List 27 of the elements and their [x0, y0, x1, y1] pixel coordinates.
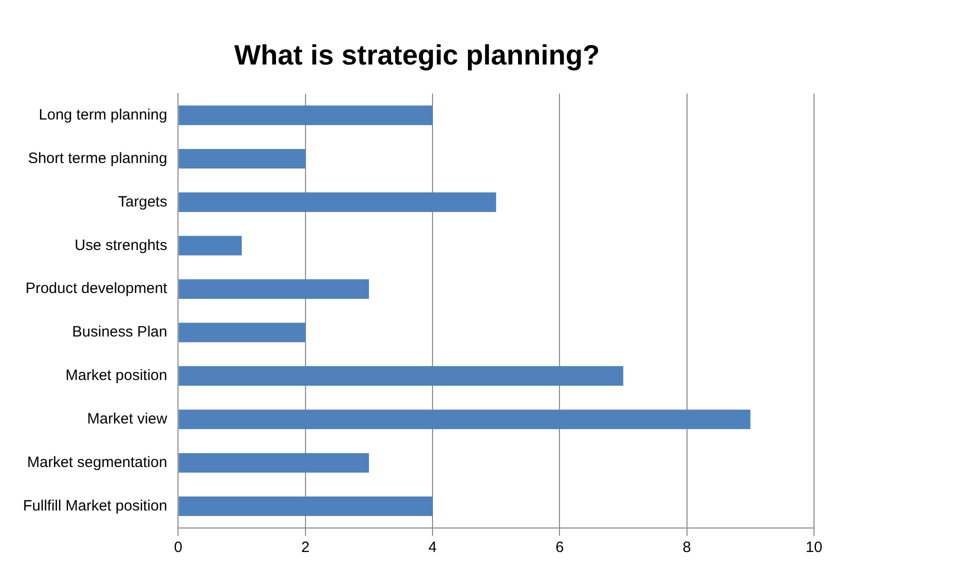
y-tick-label: Business Plan: [72, 324, 168, 341]
chart-title: What is strategic planning?: [234, 40, 600, 71]
x-tick-label: 0: [174, 539, 182, 556]
y-tick-label: Long term planning: [38, 106, 168, 124]
x-tick-label: 2: [301, 539, 310, 556]
y-tick-label: Use strenghts: [74, 236, 168, 254]
bar: [178, 279, 369, 299]
bar: [178, 366, 624, 386]
y-tick-label: Short terme planning: [28, 150, 168, 167]
bar: [178, 322, 306, 342]
y-tick-label: Market position: [65, 367, 168, 384]
bar: [178, 496, 433, 516]
bar: [178, 410, 750, 430]
bar: [178, 192, 496, 212]
bar: [178, 453, 369, 473]
bar: [178, 148, 306, 169]
x-tick-label: 10: [806, 539, 822, 556]
y-tick-label: Targets: [118, 193, 168, 210]
x-tick-label: 8: [682, 539, 692, 556]
y-tick-label: Market view: [87, 410, 168, 428]
y-tick-label: Fullfill Market position: [22, 497, 168, 514]
y-tick-label: Product development: [25, 280, 168, 298]
bar: [178, 236, 242, 256]
bar: [178, 106, 433, 126]
x-tick-label: 6: [556, 539, 564, 556]
y-tick-label: Market segmentation: [27, 454, 168, 471]
x-tick-label: 4: [428, 539, 437, 556]
